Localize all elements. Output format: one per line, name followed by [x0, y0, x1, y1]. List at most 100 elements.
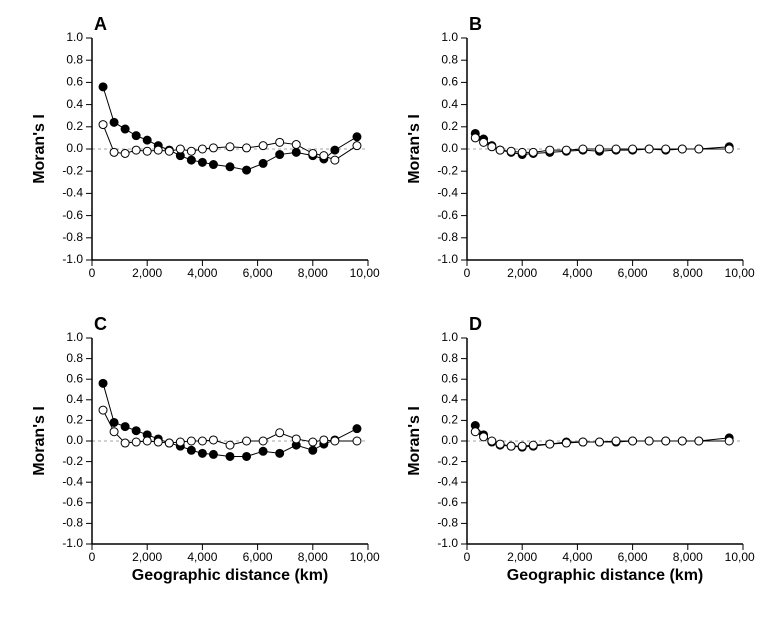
- open-circle-icon: [132, 146, 140, 154]
- open-circle-icon: [276, 429, 284, 437]
- filled-circle-icon: [132, 132, 140, 140]
- y-tick-label: -0.8: [437, 516, 458, 530]
- y-axis-title: Moran's I: [31, 114, 48, 184]
- filled-circle-icon: [243, 452, 251, 460]
- y-tick-label: 0.0: [441, 141, 458, 155]
- open-circle-icon: [562, 146, 570, 154]
- open-circle-icon: [529, 148, 537, 156]
- open-circle-icon: [480, 138, 488, 146]
- panel-container-C: -1.0-0.8-0.6-0.4-0.20.00.20.40.60.81.002…: [20, 310, 380, 600]
- open-circle-icon: [154, 438, 162, 446]
- x-tick-label: 2,000: [507, 266, 537, 280]
- open-circle-icon: [198, 437, 206, 445]
- panel-container-A: -1.0-0.8-0.6-0.4-0.20.00.20.40.60.81.002…: [20, 10, 380, 290]
- panel-C: -1.0-0.8-0.6-0.4-0.20.00.20.40.60.81.002…: [20, 310, 380, 600]
- open-circle-icon: [176, 145, 184, 153]
- open-circle-icon: [662, 437, 670, 445]
- open-circle-icon: [612, 145, 620, 153]
- open-circle-icon: [331, 437, 339, 445]
- x-tick-label: 2,000: [132, 266, 162, 280]
- filled-circle-icon: [259, 447, 267, 455]
- y-axis-title: Moran's I: [406, 406, 423, 476]
- panel-letter: C: [94, 314, 107, 334]
- filled-circle-icon: [99, 83, 107, 91]
- open-circle-icon: [132, 438, 140, 446]
- open-circle-icon: [259, 142, 267, 150]
- x-tick-label: 8,000: [298, 266, 328, 280]
- open-circle-icon: [276, 138, 284, 146]
- filled-circle-icon: [187, 446, 195, 454]
- y-tick-label: -0.4: [437, 474, 458, 488]
- x-tick-label: 4,000: [562, 550, 592, 564]
- open-circle-icon: [471, 428, 479, 436]
- x-axis-title: Geographic distance (km): [132, 567, 329, 584]
- y-tick-label: 0.0: [66, 433, 83, 447]
- panel-D: -1.0-0.8-0.6-0.4-0.20.00.20.40.60.81.002…: [395, 310, 755, 600]
- y-tick-label: 0.6: [441, 75, 458, 89]
- y-tick-label: 0.2: [66, 119, 83, 133]
- y-tick-label: 0.6: [441, 371, 458, 385]
- x-tick-label: 6,000: [618, 266, 648, 280]
- y-tick-label: -0.8: [437, 230, 458, 244]
- y-tick-label: -0.8: [62, 516, 83, 530]
- open-circle-icon: [243, 437, 251, 445]
- filled-circle-icon: [121, 125, 129, 133]
- filled-circle-icon: [132, 427, 140, 435]
- open-circle-icon: [695, 437, 703, 445]
- open-circle-icon: [121, 149, 129, 157]
- y-tick-label: -0.8: [62, 230, 83, 244]
- y-tick-label: -0.2: [437, 163, 458, 177]
- open-circle-icon: [507, 442, 515, 450]
- y-tick-label: 0.2: [441, 413, 458, 427]
- open-circle-icon: [110, 148, 118, 156]
- open-circle-icon: [331, 156, 339, 164]
- x-tick-label: 10,000: [725, 550, 755, 564]
- panel-letter: B: [469, 14, 482, 34]
- y-tick-label: 1.0: [441, 30, 458, 44]
- filled-circle-icon: [226, 452, 234, 460]
- open-circle-icon: [187, 437, 195, 445]
- open-circle-icon: [579, 438, 587, 446]
- x-tick-label: 6,000: [618, 550, 648, 564]
- filled-circle-icon: [198, 158, 206, 166]
- y-tick-label: -1.0: [437, 536, 458, 550]
- filled-circle-icon: [187, 156, 195, 164]
- x-axis-title: Geographic distance (km): [507, 567, 704, 584]
- x-tick-label: 6,000: [243, 266, 273, 280]
- y-tick-label: 0.6: [66, 371, 83, 385]
- open-circle-icon: [292, 435, 300, 443]
- filled-circle-icon: [276, 151, 284, 159]
- y-tick-label: -0.6: [437, 495, 458, 509]
- filled-circle-icon: [331, 146, 339, 154]
- y-tick-label: -0.4: [62, 186, 83, 200]
- y-tick-label: 1.0: [66, 330, 83, 344]
- filled-circle-icon: [99, 379, 107, 387]
- open-circle-icon: [562, 439, 570, 447]
- open-circle-icon: [320, 436, 328, 444]
- open-circle-icon: [725, 437, 733, 445]
- y-tick-label: 0.4: [66, 392, 83, 406]
- x-tick-label: 10,000: [350, 266, 380, 280]
- open-circle-icon: [695, 145, 703, 153]
- open-circle-icon: [645, 145, 653, 153]
- open-circle-icon: [518, 148, 526, 156]
- filled-circle-icon: [209, 450, 217, 458]
- y-tick-label: 0.8: [441, 52, 458, 66]
- x-tick-label: 4,000: [562, 266, 592, 280]
- y-tick-label: -0.6: [62, 495, 83, 509]
- filled-circle-icon: [209, 161, 217, 169]
- y-tick-label: 0.2: [441, 119, 458, 133]
- open-circle-icon: [292, 141, 300, 149]
- open-circle-icon: [110, 428, 118, 436]
- filled-circle-icon: [259, 159, 267, 167]
- x-tick-label: 2,000: [132, 550, 162, 564]
- y-tick-label: -0.2: [62, 163, 83, 177]
- y-tick-label: 0.4: [441, 97, 458, 111]
- x-tick-label: 2,000: [507, 550, 537, 564]
- panel-letter: A: [94, 14, 107, 34]
- open-circle-icon: [480, 433, 488, 441]
- open-circle-icon: [529, 441, 537, 449]
- open-circle-icon: [309, 438, 317, 446]
- open-circle-icon: [154, 146, 162, 154]
- panel-container-D: -1.0-0.8-0.6-0.4-0.20.00.20.40.60.81.002…: [395, 310, 755, 600]
